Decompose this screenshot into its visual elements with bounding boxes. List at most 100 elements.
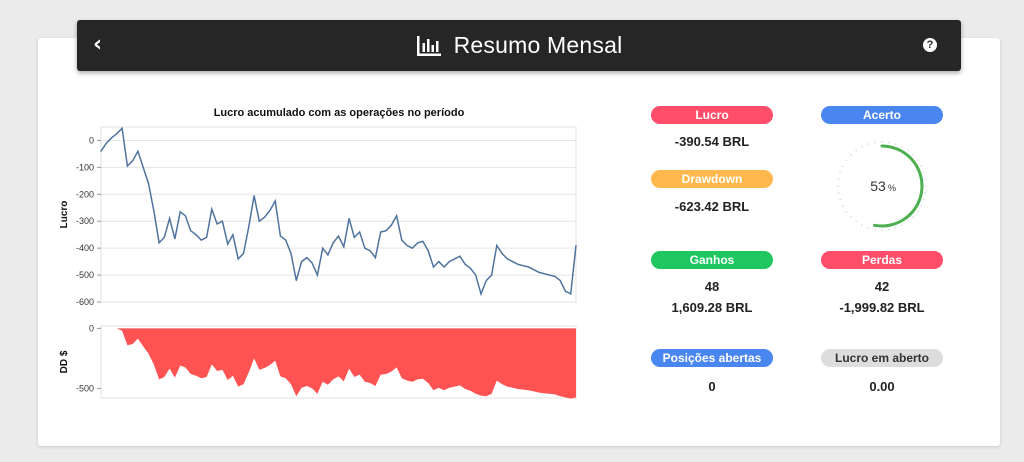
lucro-point — [427, 250, 429, 252]
lucro-point — [142, 166, 144, 168]
gauge-tick — [855, 149, 858, 152]
gauge-tick — [920, 205, 923, 207]
lucro-point — [116, 133, 118, 135]
lucro-point — [459, 255, 461, 257]
lucro-point — [221, 220, 223, 222]
gauge-tick — [849, 153, 852, 156]
lucro-point — [564, 290, 567, 292]
gauge-tick — [841, 205, 844, 207]
y-tick-label-1-1: -500 — [76, 383, 94, 393]
lucro-point — [543, 273, 545, 275]
gauge-tick — [912, 153, 915, 156]
lucro-point — [200, 239, 202, 241]
perdas-badge: Perdas — [821, 251, 943, 269]
ganhos-badge: Ganhos — [651, 251, 773, 269]
lucro-point — [211, 208, 213, 210]
gauge-tick — [920, 165, 923, 167]
lucro-point — [206, 236, 208, 238]
gauge-tick — [867, 143, 870, 146]
lucro-point — [390, 224, 392, 226]
plot-frame-0 — [100, 126, 577, 303]
gauge-tick — [901, 224, 903, 227]
y-tick-label-0-6: -600 — [76, 297, 94, 307]
lucro-point — [464, 263, 466, 265]
chevron-left-icon[interactable]: ‹ — [93, 32, 103, 57]
lucro-point — [570, 293, 572, 295]
lucro-point — [406, 244, 408, 247]
question-circle-icon[interactable]: ? — [923, 38, 937, 52]
gauge-tick — [839, 198, 842, 201]
lucro-point — [264, 216, 266, 218]
lucro-point — [295, 279, 297, 282]
lucro-point — [480, 293, 482, 295]
lucro-point — [322, 247, 324, 249]
gauge-tick — [841, 165, 844, 167]
lucro-point — [285, 239, 287, 241]
acerto-gauge-arc — [873, 144, 924, 228]
gauge-tick — [861, 145, 863, 148]
lucro-point — [369, 250, 371, 252]
gauge-tick — [845, 210, 848, 213]
lucro-point — [359, 231, 361, 233]
gauge-tick — [916, 159, 919, 162]
lucro-point — [337, 235, 340, 237]
y-tick-label-1-0: 0 — [89, 323, 94, 333]
lucro-aberto-value: 0.00 — [869, 379, 895, 394]
lucro-point — [438, 261, 440, 263]
lucro-point — [364, 247, 366, 249]
gauge-tick — [855, 220, 858, 223]
lucro-point — [332, 242, 334, 244]
lucro-point — [554, 275, 556, 277]
lucro-point — [496, 244, 498, 247]
lucro-point — [380, 231, 382, 233]
top-bar: ‹ Resumo Mensal ? — [77, 20, 961, 71]
lucro-point — [190, 230, 192, 232]
lucro-point — [512, 261, 514, 263]
y-tick-label-0-0: 0 — [89, 135, 94, 145]
lucro-point — [343, 246, 345, 248]
gauge-tick — [839, 171, 842, 174]
lucro-point — [111, 137, 113, 139]
lucro-point — [132, 160, 134, 162]
lucro-point — [417, 242, 419, 244]
lucro-point — [454, 258, 456, 260]
lucro-point — [538, 271, 540, 273]
lucro-point — [306, 257, 308, 259]
lucro-point — [269, 209, 271, 212]
gauge-tick — [901, 145, 903, 148]
gauge-tick — [861, 224, 863, 227]
lucro-point — [126, 165, 128, 167]
acerto-percent-value: 53 — [870, 178, 886, 194]
y-tick-label-0-3: -300 — [76, 216, 94, 226]
lucro-point — [575, 244, 577, 247]
lucro-point — [311, 262, 313, 264]
lucro-point — [411, 247, 413, 249]
lucro-point — [485, 279, 487, 282]
gauge-tick — [849, 216, 852, 219]
perdas-count: 42 — [874, 279, 890, 294]
lucro-point — [227, 243, 229, 245]
lucro-point — [491, 274, 493, 276]
lucro-point — [316, 274, 318, 276]
lucro-point — [506, 258, 508, 260]
lucro-point — [559, 279, 561, 282]
lucro-point — [443, 266, 445, 268]
gauge-tick — [894, 226, 897, 229]
charts-area: 0 -100 -200 -300 -400 -500 -600 Lucro 0 -500 DD $ — [59, 126, 577, 399]
bar-chart-icon — [416, 35, 441, 56]
lucro-point — [501, 252, 503, 255]
acerto-badge: Acerto — [821, 106, 943, 124]
gauge-tick — [867, 226, 870, 229]
lucro-point — [105, 142, 107, 144]
lucro-point — [153, 209, 155, 212]
drawdown-badge: Drawdown — [651, 170, 773, 188]
acerto-percent-unit: % — [888, 183, 896, 193]
lucro-point — [432, 266, 435, 268]
lucro-value: -390.54 BRL — [674, 134, 750, 149]
y-tick-label-0-1: -100 — [76, 162, 94, 172]
lucro-point — [549, 274, 551, 276]
lucro-point — [527, 266, 530, 268]
gauge-tick — [922, 171, 925, 174]
gauge-tick — [906, 220, 909, 223]
lucro-point — [401, 239, 403, 241]
